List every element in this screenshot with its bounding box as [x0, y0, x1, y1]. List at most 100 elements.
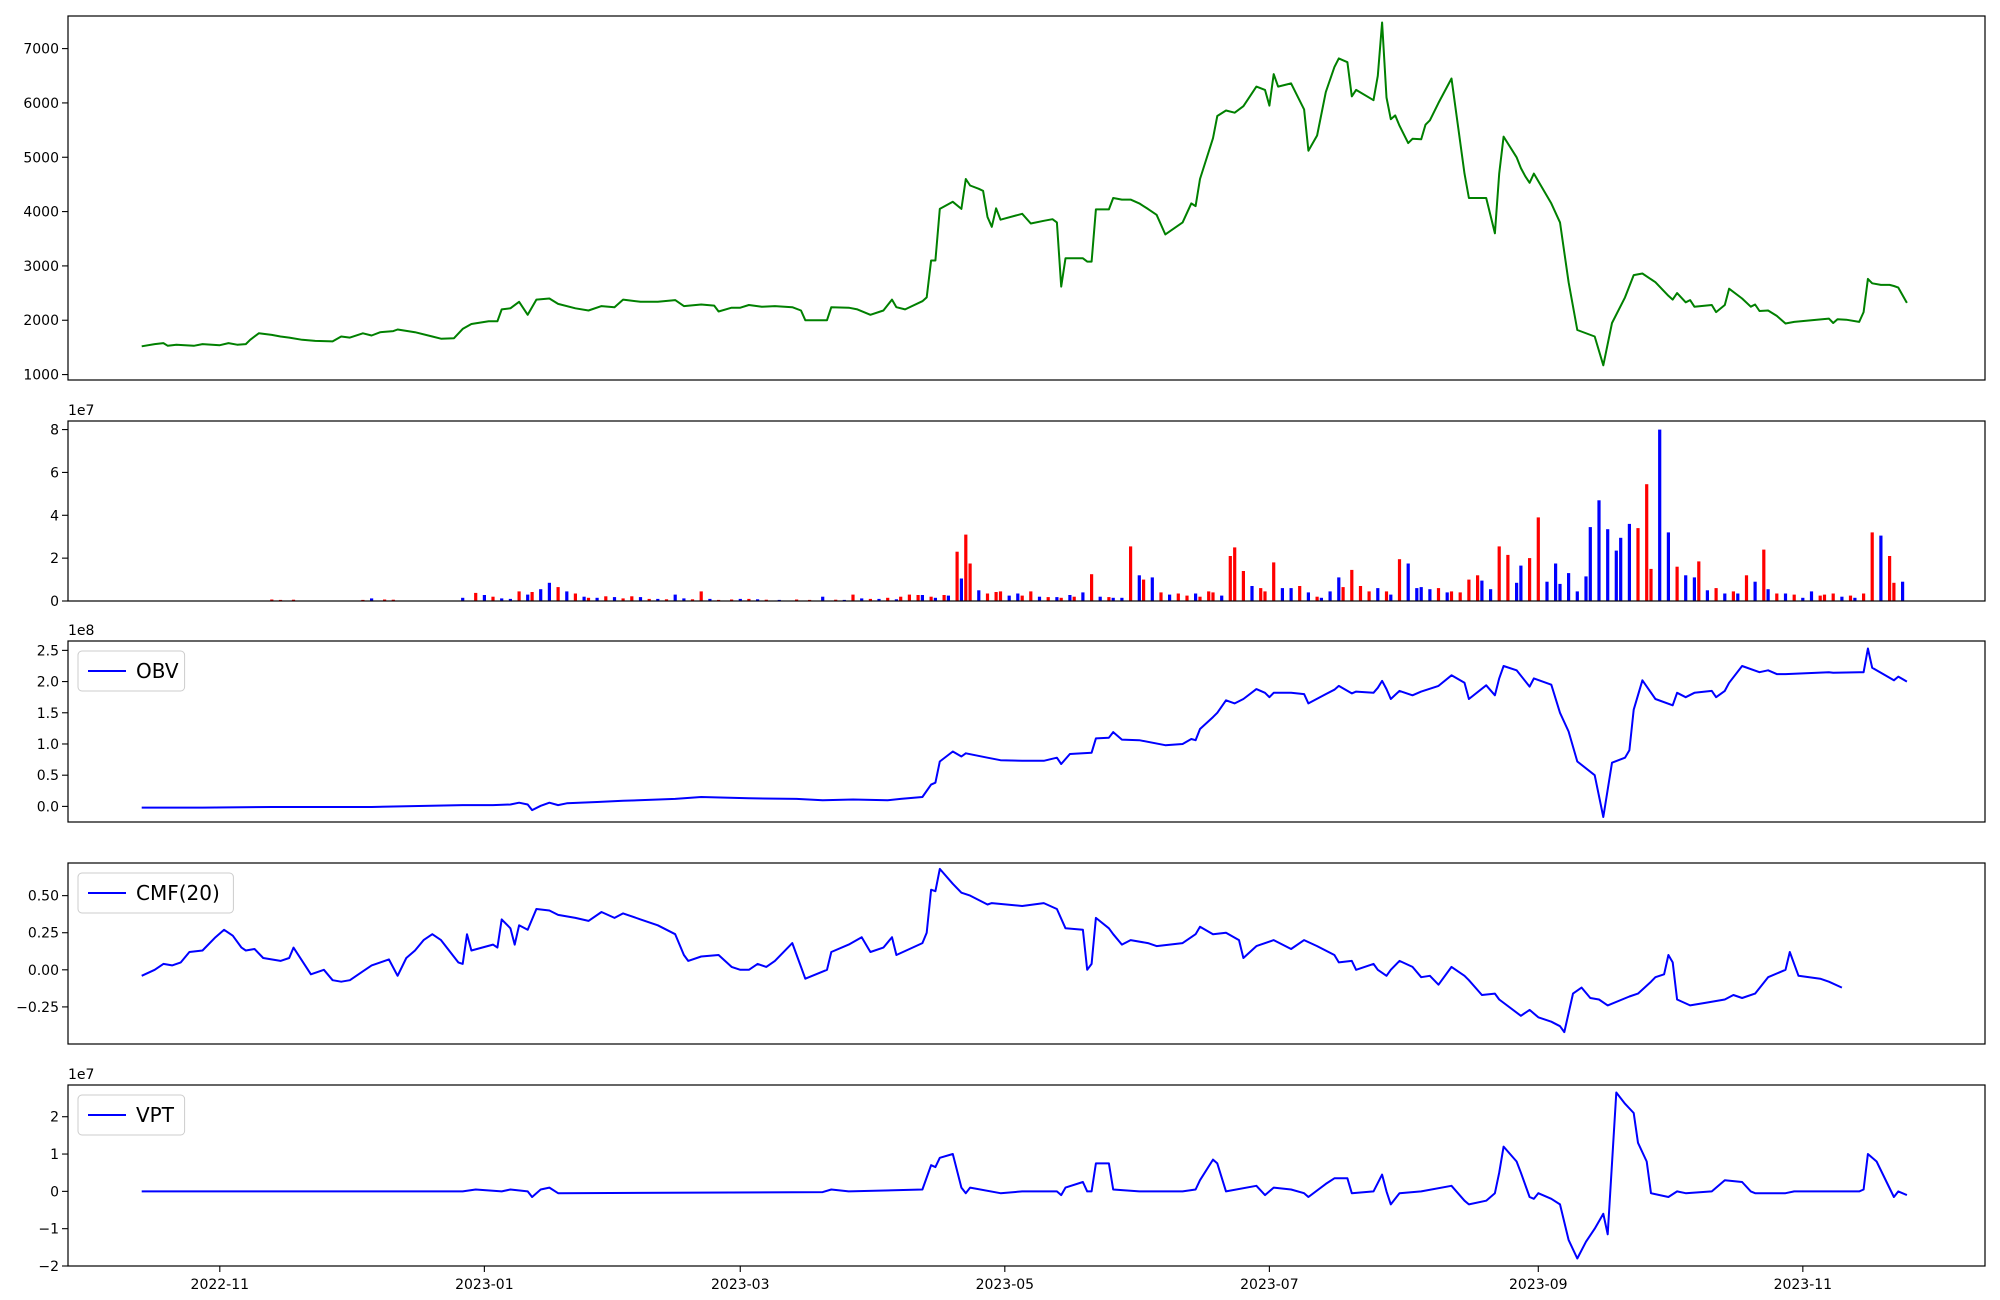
volume-bar [1389, 594, 1393, 601]
volume-bar [1627, 523, 1631, 601]
volume-bar [1081, 592, 1085, 601]
volume-bar [1150, 577, 1154, 601]
volume-bar [556, 587, 560, 601]
legend-box [77, 650, 186, 692]
volume-bar [638, 597, 643, 601]
volume-bar [1185, 595, 1189, 601]
volume-bar [547, 582, 551, 601]
shared-x-axis: 2022-11 2023-01 2023-03 2023-05 2023-07 2023-… [191, 1266, 1832, 1293]
volume-bar [391, 599, 395, 601]
volume-bar [1384, 591, 1389, 601]
scale-label: 1e7 [68, 1067, 94, 1083]
volume-bar [1619, 537, 1623, 601]
volume-bar [764, 599, 768, 601]
volume-bar [1436, 588, 1441, 601]
volume-bar [621, 598, 625, 601]
volume-bar [795, 599, 799, 601]
legend-label: OBV [136, 659, 179, 683]
volume-bar [894, 599, 898, 601]
volume-bar [1584, 576, 1588, 601]
legend: CMF(20) [77, 872, 234, 914]
volume-bar [955, 551, 959, 601]
legend-box [77, 1094, 186, 1136]
volume-bar [1684, 575, 1688, 601]
volume-bar [1645, 484, 1649, 601]
volume-bar [1280, 588, 1284, 601]
volume-bar [851, 594, 855, 601]
y-tick-label: 2 [50, 551, 59, 567]
volume-bar [647, 598, 651, 601]
volume-bar [1497, 546, 1501, 601]
y-tick-label: −2 [38, 1259, 59, 1275]
volume-bar [1840, 596, 1844, 601]
volume-bar [1692, 577, 1696, 601]
volume-bar [1315, 596, 1319, 601]
volume-bar [907, 594, 911, 601]
x-tick-label: 2023-03 [711, 1277, 770, 1293]
y-tick-label: −1 [38, 1222, 59, 1238]
volume-bar [1037, 596, 1042, 601]
volume-bar [370, 598, 374, 601]
legend-label: CMF(20) [136, 881, 220, 905]
y-tick-label: 0 [50, 1184, 59, 1200]
volume-bar [291, 599, 296, 601]
volume-bar [1862, 593, 1866, 601]
volume-bar [946, 595, 950, 601]
vpt-line [141, 1091, 1908, 1260]
volume-bar [747, 598, 751, 601]
volume-bar [1705, 590, 1709, 601]
volume-bar [916, 595, 920, 601]
volume-bar [1397, 559, 1402, 601]
y-tick-label: 6000 [23, 96, 59, 112]
volume-bar [1528, 558, 1532, 601]
y-tick-label: 6 [50, 465, 59, 481]
volume-bar [1098, 596, 1102, 601]
volume-bar [1046, 597, 1050, 601]
panel-2: 0 2 4 6 8 1e7 [50, 403, 1986, 610]
volume-bar [1714, 588, 1718, 601]
axes-frame [67, 1084, 1986, 1267]
volume-bar [1107, 597, 1111, 601]
volume-bar [582, 596, 586, 601]
volume-bar [1801, 597, 1805, 601]
volume-bar [1744, 575, 1749, 601]
volume-bar [942, 595, 946, 601]
axes-frame [67, 862, 1986, 1045]
volume-bar [1194, 593, 1198, 601]
volume-bar [1753, 581, 1757, 601]
volume-bar [738, 598, 742, 601]
volume-bar [1783, 593, 1788, 601]
volume-bar [1554, 563, 1558, 601]
volume-bar [1298, 586, 1302, 601]
volume-bar [1506, 554, 1510, 601]
volume-bar [1870, 532, 1874, 601]
y-tick-label: 1000 [23, 368, 59, 384]
volume-bar [964, 534, 968, 601]
y-tick-label: 1 [50, 1147, 59, 1163]
volume-bar [1519, 565, 1523, 601]
volume-bar [985, 593, 990, 601]
legend: VPT [77, 1094, 186, 1136]
y-tick-label: 2.5 [37, 643, 59, 659]
y-tick-label: 4 [50, 508, 59, 524]
volume-bar [1241, 571, 1245, 601]
y-tick-label: 1.5 [37, 706, 59, 722]
volume-bar [1029, 591, 1033, 601]
volume-bar [886, 597, 890, 601]
volume-bar [1766, 589, 1770, 601]
volume-bar [586, 597, 591, 601]
volume-bar [1536, 517, 1540, 601]
volume-bar [868, 598, 872, 601]
volume-bar [595, 597, 599, 601]
volume-bar [1449, 591, 1454, 601]
volume-bar [1350, 569, 1354, 601]
volume-bar [756, 599, 760, 601]
axes-frame [67, 420, 1986, 602]
x-tick-label: 2023-07 [1240, 1277, 1299, 1293]
volume-bar [1636, 528, 1640, 601]
volume-bar [730, 599, 734, 601]
volume-bar [508, 598, 512, 601]
panel-5: −2 −1 0 1 2 1e7 VPT [38, 1067, 1986, 1275]
volume-bar [656, 598, 660, 601]
